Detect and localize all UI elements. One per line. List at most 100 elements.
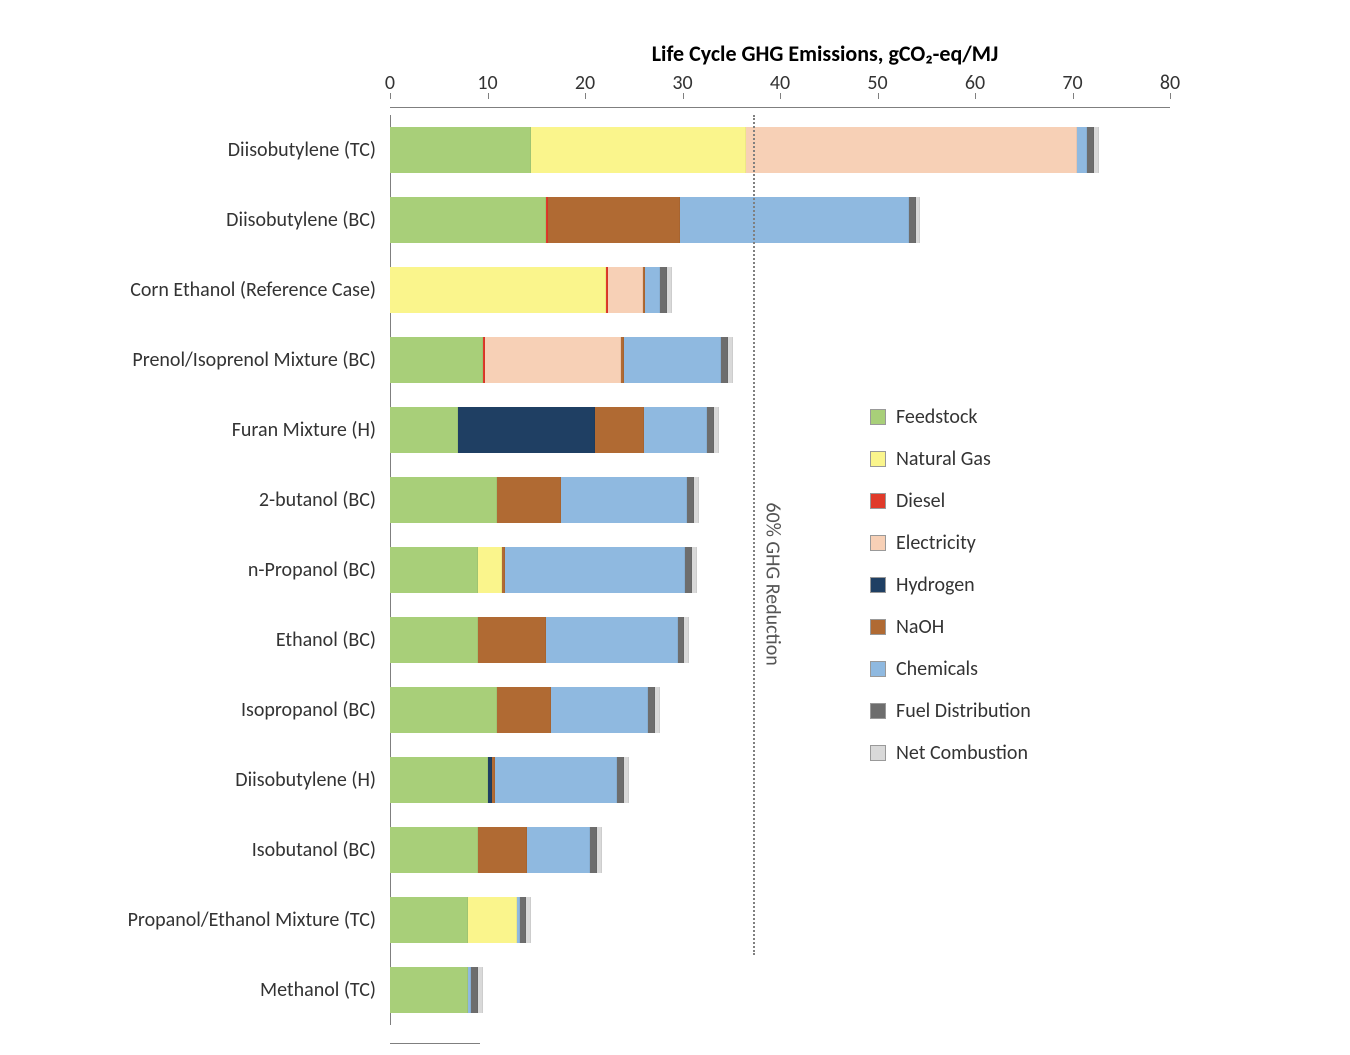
stacked-bar [390, 547, 697, 593]
x-tick-label: 80 [1160, 71, 1180, 95]
legend-swatch [870, 535, 886, 551]
category-label: Propanol/Ethanol Mixture (TC) [30, 908, 390, 932]
chart-row: 2-butanol (BC) [30, 465, 1320, 535]
bar-segment-feedstock [390, 617, 478, 663]
bar-segment-net_combustion [916, 197, 921, 243]
chart-row: Methanol (TC) [30, 955, 1320, 1025]
bar-segment-feedstock [390, 687, 497, 733]
category-label: Diisobutylene (H) [30, 768, 390, 792]
bar-segment-feedstock [390, 197, 546, 243]
category-label: Isopropanol (BC) [30, 698, 390, 722]
x-axis: 01020304050607080 [390, 75, 1170, 115]
stacked-bar [390, 267, 672, 313]
category-label: Isobutanol (BC) [30, 838, 390, 862]
bar-segment-net_combustion [526, 897, 531, 943]
bar-segment-net_combustion [714, 407, 719, 453]
axis-stub [390, 1043, 480, 1044]
legend-label: Net Combustion [896, 741, 1028, 765]
legend-item: NaOH [870, 615, 1031, 639]
bar-segment-hydrogen [458, 407, 595, 453]
bar-segment-feedstock [390, 547, 478, 593]
legend-swatch [870, 493, 886, 509]
bar-segment-chemicals [561, 477, 688, 523]
bar-segment-fuel_distribution [687, 477, 694, 523]
legend-item: Fuel Distribution [870, 699, 1031, 723]
chart-row: Isopropanol (BC) [30, 675, 1320, 745]
bar-segment-fuel_distribution [590, 827, 597, 873]
bar-segment-feedstock [390, 337, 483, 383]
bar-segment-feedstock [390, 407, 458, 453]
legend-swatch [870, 577, 886, 593]
bar-segment-chemicals [624, 337, 722, 383]
legend-item: Hydrogen [870, 573, 1031, 597]
bar-segment-natural_gas [468, 897, 517, 943]
bar-segment-naoh [478, 827, 527, 873]
chart-row: n-Propanol (BC) [30, 535, 1320, 605]
chart-row: Diisobutylene (H) [30, 745, 1320, 815]
legend-item: Diesel [870, 489, 1031, 513]
legend-item: Chemicals [870, 657, 1031, 681]
category-label: Corn Ethanol (Reference Case) [30, 278, 390, 302]
x-tick-label: 10 [477, 71, 497, 95]
legend-swatch [870, 745, 886, 761]
bar-segment-fuel_distribution [520, 897, 527, 943]
x-tick-label: 70 [1062, 71, 1082, 95]
x-tick-label: 60 [965, 71, 985, 95]
chart-row: Propanol/Ethanol Mixture (TC) [30, 885, 1320, 955]
bar-segment-fuel_distribution [707, 407, 714, 453]
bar-segment-chemicals [680, 197, 909, 243]
bar-segment-net_combustion [655, 687, 660, 733]
stacked-bar [390, 477, 699, 523]
stacked-bar [390, 827, 602, 873]
bar-segment-chemicals [546, 617, 678, 663]
stacked-bar [390, 197, 920, 243]
stacked-bar [390, 897, 531, 943]
bar-segment-chemicals [527, 827, 590, 873]
ghg-emissions-chart: Life Cycle GHG Emissions, gCO₂-eq/MJ 010… [30, 40, 1320, 1025]
bar-segment-fuel_distribution [678, 617, 685, 663]
legend-label: Electricity [896, 531, 976, 555]
stacked-bar [390, 617, 689, 663]
stacked-bar [390, 127, 1099, 173]
bar-segment-naoh [595, 407, 644, 453]
bar-segment-net_combustion [1094, 127, 1099, 173]
bar-segment-fuel_distribution [685, 547, 692, 593]
bar-segment-natural_gas [390, 267, 606, 313]
bar-segment-feedstock [390, 827, 478, 873]
legend-label: Natural Gas [896, 447, 991, 471]
reference-line-label: 60% GHG Reduction [761, 502, 785, 665]
bar-segment-net_combustion [478, 967, 483, 1013]
bar-segment-chemicals [551, 687, 649, 733]
bar-segment-fuel_distribution [660, 267, 667, 313]
legend-label: Feedstock [896, 405, 978, 429]
category-label: 2-butanol (BC) [30, 488, 390, 512]
bar-segment-natural_gas [478, 547, 502, 593]
category-label: Prenol/Isoprenol Mixture (BC) [30, 348, 390, 372]
legend-swatch [870, 619, 886, 635]
chart-row: Prenol/Isoprenol Mixture (BC) [30, 325, 1320, 395]
reference-line: 60% GHG Reduction [753, 115, 755, 955]
bar-segment-chemicals [1077, 127, 1087, 173]
legend-item: Feedstock [870, 405, 1031, 429]
bar-segment-fuel_distribution [471, 967, 478, 1013]
chart-row: Isobutanol (BC) [30, 815, 1320, 885]
stacked-bar [390, 407, 719, 453]
legend-item: Net Combustion [870, 741, 1031, 765]
bar-segment-chemicals [495, 757, 617, 803]
x-tick-label: 0 [385, 71, 395, 95]
bar-segment-chemicals [645, 267, 660, 313]
bar-segment-fuel_distribution [648, 687, 655, 733]
stacked-bar [390, 757, 629, 803]
chart-row: Ethanol (BC) [30, 605, 1320, 675]
bar-segment-naoh [548, 197, 680, 243]
stacked-bar [390, 687, 660, 733]
bar-segment-feedstock [390, 127, 531, 173]
bar-segment-feedstock [390, 757, 488, 803]
x-tick-label: 20 [575, 71, 595, 95]
chart-row: Diisobutylene (TC) [30, 115, 1320, 185]
stacked-bar [390, 967, 483, 1013]
bar-segment-electricity [485, 337, 622, 383]
legend-label: Hydrogen [896, 573, 975, 597]
bar-segment-feedstock [390, 477, 497, 523]
legend-item: Natural Gas [870, 447, 1031, 471]
